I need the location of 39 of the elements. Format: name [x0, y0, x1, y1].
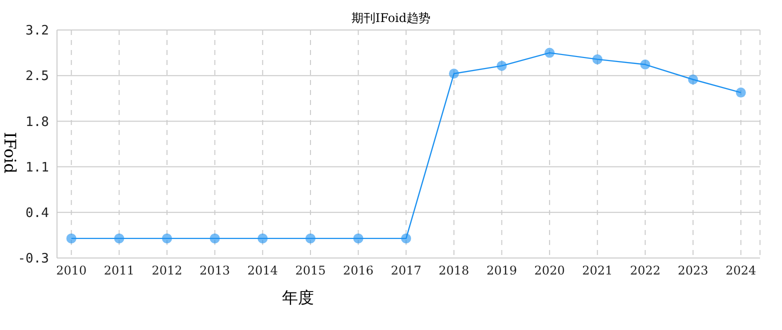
point — [592, 54, 602, 64]
point — [210, 233, 220, 244]
point — [688, 74, 698, 85]
y-tick-label: 1.8 — [26, 114, 49, 130]
x-tick-label: 2013 — [200, 264, 230, 278]
point — [162, 233, 172, 244]
point — [736, 88, 746, 98]
y-tick-label: 1.1 — [26, 160, 49, 176]
chart-title: 期刊IFoid趋势 — [351, 11, 431, 25]
x-tick-label: 2015 — [295, 264, 326, 278]
x-tick-label: 2022 — [630, 264, 660, 278]
point — [258, 233, 268, 244]
x-tick-label: 2024 — [726, 264, 756, 278]
y-tick-label: 2.5 — [26, 69, 49, 84]
point — [640, 60, 650, 70]
x-tick-label: 2012 — [152, 264, 182, 278]
y-axis-title: IFoid — [0, 132, 20, 174]
point — [353, 233, 364, 244]
point — [114, 233, 124, 244]
point — [496, 60, 507, 71]
point — [66, 233, 76, 244]
point — [305, 233, 316, 244]
x-tick-label: 2021 — [582, 264, 613, 278]
y-tick-label: 3.2 — [26, 24, 49, 39]
y-tick-label: -0.3 — [18, 252, 49, 267]
point — [448, 68, 459, 79]
x-tick-label: 2014 — [247, 264, 278, 278]
x-tick-label: 2017 — [390, 264, 422, 278]
x-tick-label: 2023 — [678, 264, 708, 278]
x-tick-label: 2019 — [486, 264, 518, 278]
point — [544, 48, 555, 58]
y-tick-label: 0.4 — [26, 206, 50, 222]
point — [401, 233, 412, 244]
x-tick-label: 2020 — [534, 264, 565, 278]
x-tick-label: 2010 — [56, 264, 87, 278]
x-tick-label: 2011 — [104, 264, 134, 278]
x-axis-title: 年度 — [281, 288, 315, 309]
x-tick-label: 2016 — [343, 264, 374, 278]
x-tick-label: 2018 — [438, 264, 470, 278]
